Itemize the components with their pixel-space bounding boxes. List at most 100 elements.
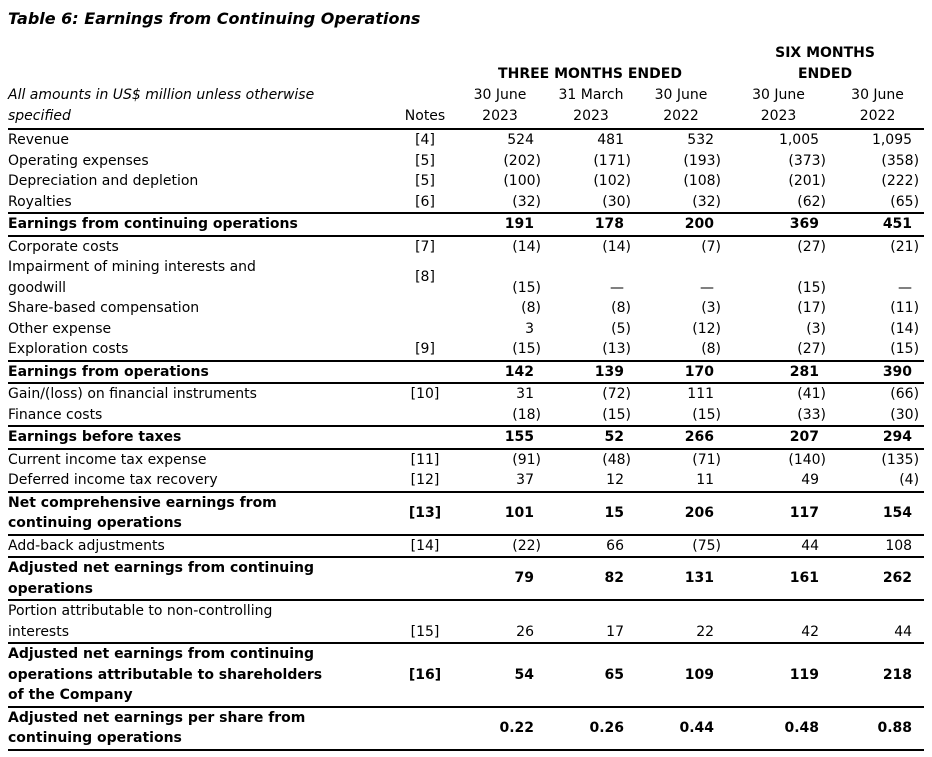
row-label: Add-back adjustments	[8, 534, 396, 558]
row-label: Corporate costs	[8, 238, 119, 255]
cell-value: (15)	[797, 279, 827, 296]
row-label: Depreciation and depletion	[8, 173, 199, 189]
cell-value: (7)	[701, 238, 722, 255]
cell-value: 0.22	[454, 706, 546, 751]
cell-value: 31	[516, 386, 534, 402]
column-header-date: 31 March 2023	[546, 85, 636, 130]
cell-value: (72)	[602, 386, 631, 402]
cell-value: 17	[546, 600, 636, 644]
cell-value: 44	[726, 534, 832, 558]
cell-value: 44	[831, 600, 925, 644]
row-label: Current income tax expense	[8, 451, 207, 468]
row-note	[396, 557, 454, 601]
cell-value: 49	[726, 470, 832, 493]
cell-value: (33)	[726, 404, 832, 427]
table-row: Adjusted net earnings per share from con…	[8, 706, 925, 751]
cell-value: (62)	[726, 191, 832, 214]
cell-value: 1,005	[778, 132, 820, 148]
cell-value: (65)	[831, 191, 925, 214]
table-row: Corporate costs [7] (14) (14) (7) (27) (21)	[8, 236, 924, 258]
cell-value: (13)	[546, 339, 636, 362]
row-label: Adjusted net earnings per share from con…	[8, 706, 396, 751]
cell-value: —	[700, 279, 715, 296]
cell-value: (75)	[636, 534, 727, 558]
table-row: Finance costs (18) (15) (15) (33) (30)	[8, 404, 925, 427]
cell-value: (30)	[831, 404, 925, 427]
cell-value: 22	[636, 600, 727, 644]
cell-value: (102)	[593, 173, 631, 189]
row-label: Deferred income tax recovery	[8, 470, 396, 493]
row-label: Earnings from continuing operations	[8, 213, 396, 237]
three-months-ended-header: THREE MONTHS ENDED	[498, 65, 682, 82]
row-note: [14]	[396, 534, 454, 558]
cell-value: 532	[687, 132, 715, 148]
cell-value: (171)	[593, 152, 631, 169]
cell-value: (30)	[546, 191, 636, 214]
row-label: Revenue	[8, 132, 69, 148]
cell-value: 37	[454, 470, 546, 493]
table-header: All amounts in US$ million unless otherw…	[8, 43, 925, 130]
table-row: Impairment of mining interests and goodw…	[8, 257, 924, 298]
cell-value: 0.48	[726, 706, 832, 751]
cell-value: (32)	[454, 191, 546, 214]
notes-column-header: Notes	[396, 43, 454, 130]
cell-value: 142	[454, 360, 546, 384]
cell-value: 79	[454, 557, 546, 601]
cell-value: (140)	[788, 451, 827, 468]
row-note: [6]	[396, 191, 454, 214]
cell-value: (14)	[890, 320, 920, 337]
cell-value: 206	[636, 491, 727, 536]
cell-value: (193)	[683, 152, 722, 169]
cell-value: (222)	[881, 173, 920, 189]
cell-value: (91)	[512, 451, 541, 468]
cell-value: 524	[507, 132, 534, 148]
cell-value: (11)	[890, 300, 920, 316]
cell-value: 15	[546, 491, 636, 536]
cell-value: (15)	[636, 404, 727, 427]
row-label: Earnings from operations	[8, 360, 396, 384]
cell-value: 65	[546, 643, 636, 708]
table-row: Add-back adjustments [14] (22) 66 (75) 44 108	[8, 534, 925, 558]
table-body: Revenue [4] 524 481 532 1,005 1,095 Operating e…	[8, 129, 925, 751]
row-note: [16]	[396, 643, 454, 708]
header-group-row: All amounts in US$ million unless otherw…	[8, 43, 924, 130]
cell-value: 161	[726, 557, 832, 601]
cell-value: (21)	[890, 238, 920, 255]
table-row: Other expense 3 (5) (12) (3) (14)	[8, 319, 924, 340]
cell-value: 52	[546, 426, 636, 450]
cell-value: (100)	[503, 173, 541, 189]
row-label: Royalties	[8, 191, 396, 214]
row-label: Operating expenses	[8, 152, 149, 169]
cell-value: 108	[831, 534, 925, 558]
column-header-date: 30 June 2022	[831, 85, 925, 130]
row-label: Gain/(loss) on financial instruments	[8, 386, 257, 402]
cell-value: (15)	[454, 339, 546, 362]
row-label: Portion attributable to non-controlling …	[8, 600, 396, 644]
column-header-date: 30 June 2022	[636, 85, 727, 130]
cell-value: 369	[726, 213, 832, 237]
units-note: All amounts in US$ million unless otherw…	[8, 43, 396, 130]
cell-value: 42	[726, 600, 832, 644]
cell-value: (202)	[503, 152, 541, 169]
table-row: Deferred income tax recovery [12] 37 12 11 49…	[8, 470, 925, 493]
cell-value: (15)	[512, 279, 541, 296]
cell-value: 155	[454, 426, 546, 450]
row-note: [9]	[396, 339, 454, 362]
table-row: Net comprehensive earnings from continui…	[8, 491, 925, 536]
cell-value: 139	[546, 360, 636, 384]
cell-value: 82	[546, 557, 636, 601]
cell-value: (8)	[636, 339, 727, 362]
row-note: [13]	[396, 491, 454, 536]
table-row: Gain/(loss) on financial instruments [10]…	[8, 383, 924, 405]
table-row: Current income tax expense [11] (91) (48) (7…	[8, 449, 924, 471]
row-note: [11]	[410, 451, 440, 468]
row-note: [15]	[396, 600, 454, 644]
cell-value: 178	[546, 213, 636, 237]
cell-value: (373)	[788, 152, 827, 169]
cell-value: 154	[831, 491, 925, 536]
cell-value: (27)	[797, 238, 827, 255]
table-row: Earnings before taxes 155 52 266 207 294	[8, 426, 925, 450]
cell-value: 117	[726, 491, 832, 536]
row-note: [10]	[410, 386, 440, 402]
